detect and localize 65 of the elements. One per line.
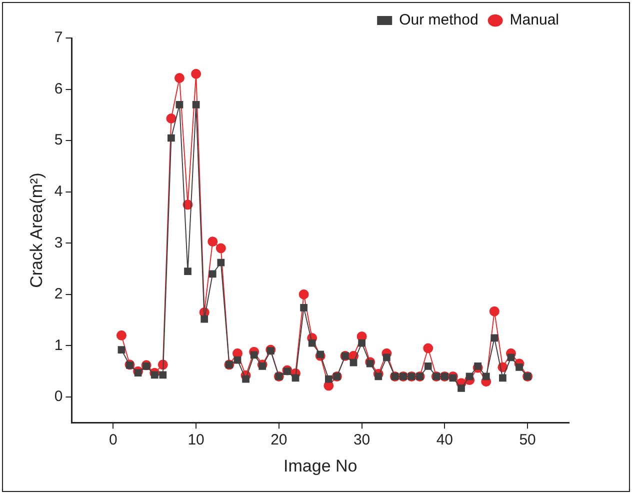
point	[217, 258, 225, 266]
point	[298, 289, 309, 300]
point	[284, 368, 291, 375]
point	[191, 68, 202, 79]
y-tick-label: 4	[54, 182, 63, 200]
point	[242, 375, 250, 383]
point	[250, 351, 258, 359]
point	[466, 372, 474, 380]
x-tick-label: 40	[436, 432, 454, 449]
point	[208, 270, 216, 278]
point	[489, 306, 500, 316]
point	[200, 315, 208, 323]
point	[449, 374, 457, 382]
point	[499, 374, 506, 382]
y-tick-label: 5	[54, 132, 63, 149]
point	[458, 384, 465, 392]
point	[142, 362, 150, 370]
point	[482, 372, 490, 380]
y-tick-label: 3	[54, 234, 63, 252]
y-tick-label: 0	[54, 388, 63, 406]
x-tick-label: 20	[270, 432, 288, 449]
point	[159, 371, 167, 379]
x-tick-label: 50	[519, 432, 536, 449]
x-tick-label: 30	[353, 432, 370, 449]
point	[516, 364, 523, 371]
point	[166, 114, 176, 124]
legend-label: Manual	[510, 12, 560, 29]
legend-label: Our method	[399, 12, 478, 29]
y-tick-label: 1	[54, 336, 63, 354]
y-tick-label: 7	[54, 29, 63, 46]
point	[324, 375, 332, 383]
point	[316, 350, 324, 358]
point	[266, 347, 274, 354]
point	[118, 346, 126, 354]
x-axis-title: Image No	[284, 456, 358, 476]
point	[382, 354, 390, 362]
point	[174, 73, 184, 83]
point	[423, 343, 434, 354]
point	[134, 369, 142, 377]
point	[192, 100, 200, 108]
point	[208, 236, 218, 247]
point	[350, 358, 358, 366]
x-tick-label: 0	[109, 432, 118, 449]
y-tick-label: 2	[54, 286, 63, 303]
point	[184, 268, 192, 276]
point	[292, 374, 300, 382]
point	[507, 354, 515, 362]
point	[258, 362, 266, 370]
point	[168, 134, 175, 142]
point	[490, 334, 498, 342]
y-axis-title: Crack Area(m²)	[26, 172, 46, 288]
point	[366, 360, 374, 368]
y-tick-label: 6	[54, 80, 63, 98]
point	[150, 371, 158, 379]
point	[176, 100, 184, 108]
point	[474, 362, 482, 370]
point	[234, 356, 242, 364]
point	[300, 304, 308, 312]
point	[424, 362, 432, 370]
x-tick-label: 10	[188, 432, 204, 449]
point	[308, 339, 316, 347]
point	[216, 243, 226, 254]
point	[374, 372, 382, 380]
point	[358, 339, 366, 347]
point	[116, 330, 126, 340]
